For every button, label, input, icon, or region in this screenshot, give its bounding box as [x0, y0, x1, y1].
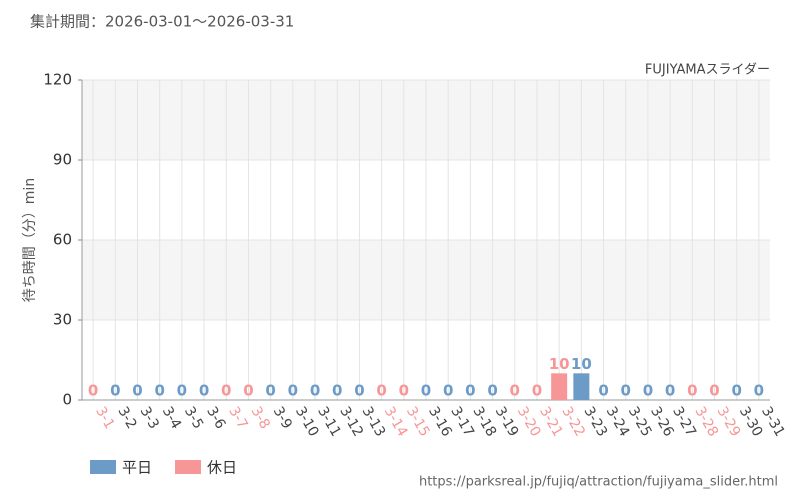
legend-label: 休日: [207, 459, 237, 477]
value-label: 0: [199, 382, 209, 400]
value-label: 0: [110, 382, 120, 400]
value-label: 0: [687, 382, 697, 400]
value-label: 0: [621, 382, 631, 400]
chart-subtitle: FUJIYAMAスライダー: [645, 63, 770, 78]
x-tick-label: 3-6: [203, 404, 228, 432]
value-label: 0: [88, 382, 98, 400]
value-label: 0: [177, 382, 187, 400]
value-label: 0: [288, 382, 298, 400]
value-label: 0: [243, 382, 253, 400]
value-label: 0: [643, 382, 653, 400]
x-tick-label: 3-4: [159, 404, 184, 432]
legend-label: 平日: [122, 459, 152, 477]
value-label: 0: [510, 382, 520, 400]
value-label: 0: [754, 382, 764, 400]
value-label: 0: [665, 382, 675, 400]
value-label: 0: [310, 382, 320, 400]
value-label: 0: [332, 382, 342, 400]
bar: [573, 373, 590, 400]
value-label: 0: [132, 382, 142, 400]
x-tick-label: 3-31: [758, 404, 788, 440]
legend-swatch: [175, 460, 201, 474]
y-tick-label: 60: [53, 231, 72, 249]
x-tick-label: 3-8: [248, 404, 273, 432]
value-label: 0: [598, 382, 608, 400]
value-label: 0: [487, 382, 497, 400]
value-label: 0: [421, 382, 431, 400]
value-label: 0: [532, 382, 542, 400]
value-label: 0: [154, 382, 164, 400]
x-tick-label: 3-2: [114, 404, 139, 432]
x-tick-label: 3-9: [270, 404, 295, 432]
value-label: 0: [709, 382, 719, 400]
bar: [551, 373, 568, 400]
value-label: 10: [571, 355, 592, 373]
x-tick-label: 3-3: [137, 404, 162, 432]
chart-title: 集計期間：2026-03-01～2026-03-31: [30, 13, 294, 31]
y-axis-label: 待ち時間（分）min: [22, 178, 38, 302]
value-label: 0: [399, 382, 409, 400]
value-label: 0: [265, 382, 275, 400]
value-label: 0: [376, 382, 386, 400]
y-tick-label: 0: [62, 391, 72, 409]
x-tick-label: 3-1: [92, 404, 117, 432]
value-label: 0: [221, 382, 231, 400]
y-tick-label: 90: [53, 151, 72, 169]
y-tick-label: 30: [53, 311, 72, 329]
legend-swatch: [90, 460, 116, 474]
y-tick-label: 120: [43, 71, 72, 89]
x-tick-label: 3-7: [225, 404, 250, 432]
source-url: https://parksreal.jp/fujiq/attraction/fu…: [419, 475, 778, 490]
value-label: 0: [354, 382, 364, 400]
x-tick-label: 3-5: [181, 404, 206, 432]
value-label: 10: [549, 355, 570, 373]
value-label: 0: [465, 382, 475, 400]
value-label: 0: [731, 382, 741, 400]
value-label: 0: [443, 382, 453, 400]
